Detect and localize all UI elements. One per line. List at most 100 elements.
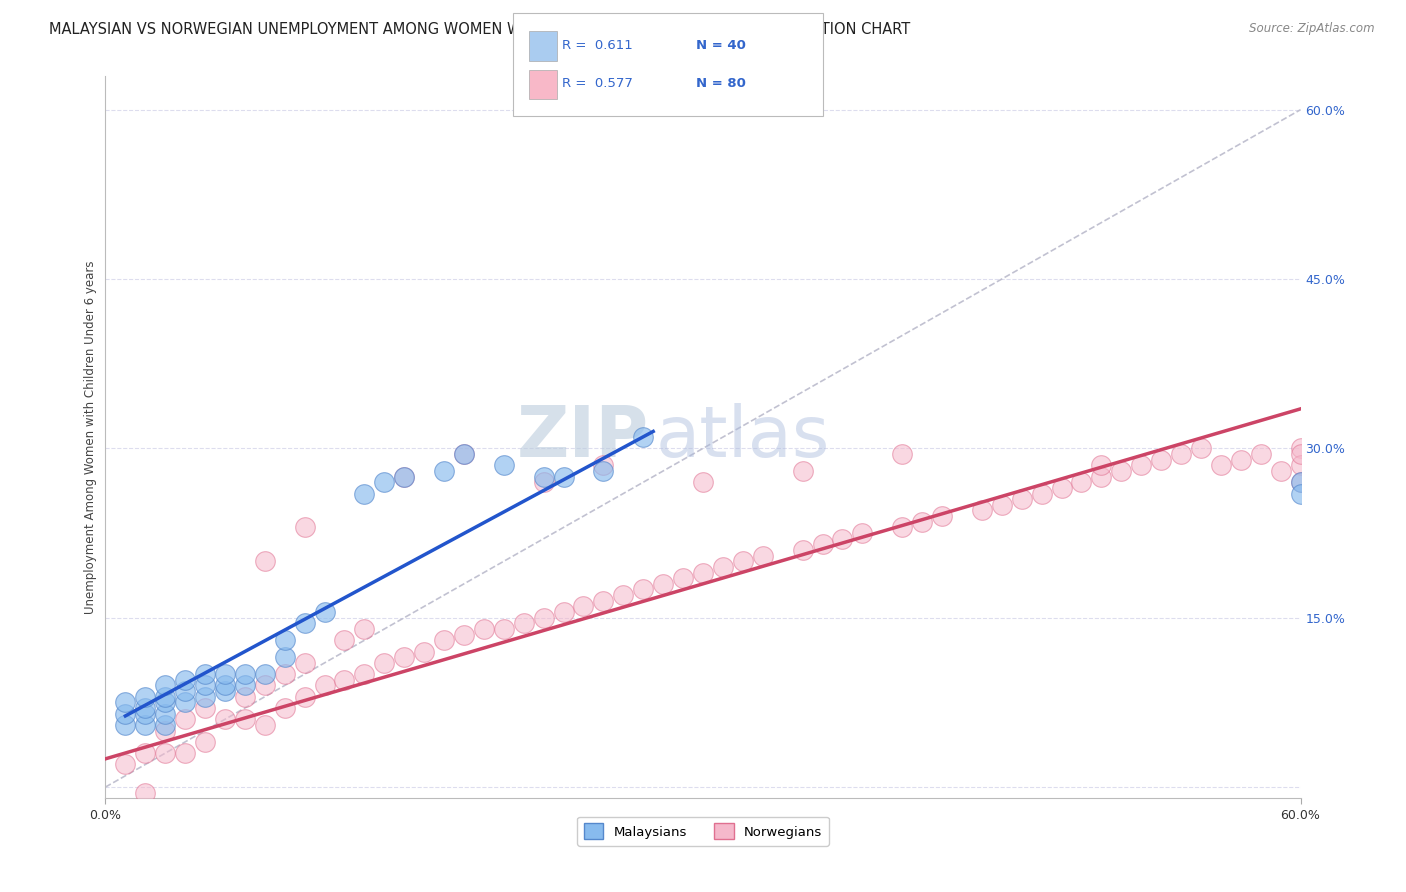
Point <box>114 718 136 732</box>
Point <box>392 650 416 665</box>
Point <box>533 610 555 624</box>
Point <box>294 520 316 534</box>
Point <box>294 616 316 631</box>
Text: R =  0.611: R = 0.611 <box>562 39 633 52</box>
Point <box>153 678 177 692</box>
Point <box>1289 486 1312 500</box>
Point <box>194 735 217 749</box>
Point <box>392 469 416 483</box>
Point <box>413 644 436 658</box>
Point <box>153 718 177 732</box>
Point <box>253 667 276 681</box>
Point <box>891 520 914 534</box>
Point <box>652 577 675 591</box>
Point <box>1090 469 1112 483</box>
Point <box>533 469 555 483</box>
Point <box>1289 442 1312 456</box>
Point <box>911 515 934 529</box>
Point <box>153 695 177 709</box>
Point <box>353 622 375 636</box>
Point <box>1070 475 1092 490</box>
Point <box>592 464 614 478</box>
Point <box>1209 458 1232 473</box>
Point <box>174 695 197 709</box>
Point <box>134 706 156 721</box>
Point <box>134 690 156 704</box>
Point <box>174 712 197 726</box>
Point <box>811 537 834 551</box>
Point <box>751 549 773 563</box>
Point <box>294 690 316 704</box>
Point <box>253 718 276 732</box>
Point <box>233 690 256 704</box>
Point <box>1150 452 1173 467</box>
Point <box>711 560 734 574</box>
Point <box>153 690 177 704</box>
Point <box>174 746 197 760</box>
Point <box>433 633 456 648</box>
Point <box>1289 458 1312 473</box>
Point <box>891 447 914 461</box>
Point <box>453 447 475 461</box>
Point <box>194 701 217 715</box>
Point <box>273 650 295 665</box>
Text: R =  0.577: R = 0.577 <box>562 78 633 90</box>
Point <box>294 656 316 670</box>
Point <box>214 684 236 698</box>
Text: atlas: atlas <box>655 402 830 472</box>
Text: MALAYSIAN VS NORWEGIAN UNEMPLOYMENT AMONG WOMEN WITH CHILDREN UNDER 6 YEARS CORR: MALAYSIAN VS NORWEGIAN UNEMPLOYMENT AMON… <box>49 22 911 37</box>
Point <box>612 588 634 602</box>
Point <box>453 447 475 461</box>
Point <box>970 503 993 517</box>
Text: N = 80: N = 80 <box>696 78 745 90</box>
Point <box>1050 481 1073 495</box>
Point <box>353 486 375 500</box>
Point <box>273 701 295 715</box>
Point <box>433 464 456 478</box>
Y-axis label: Unemployment Among Women with Children Under 6 years: Unemployment Among Women with Children U… <box>84 260 97 614</box>
Point <box>253 554 276 568</box>
Point <box>373 656 395 670</box>
Point <box>1250 447 1272 461</box>
Point <box>134 701 156 715</box>
Point <box>553 605 575 619</box>
Point <box>1189 442 1212 456</box>
Point <box>792 464 814 478</box>
Point <box>792 543 814 558</box>
Text: Source: ZipAtlas.com: Source: ZipAtlas.com <box>1250 22 1375 36</box>
Point <box>453 627 475 641</box>
Point <box>194 678 217 692</box>
Point <box>174 684 197 698</box>
Point <box>990 498 1012 512</box>
Point <box>1011 492 1033 507</box>
Point <box>214 678 236 692</box>
Point <box>831 532 853 546</box>
Point <box>1170 447 1192 461</box>
Point <box>273 667 295 681</box>
Point <box>194 667 217 681</box>
Point <box>333 633 356 648</box>
Point <box>153 746 177 760</box>
Point <box>233 667 256 681</box>
Point <box>633 430 655 444</box>
Point <box>931 509 953 524</box>
Point <box>153 706 177 721</box>
Point <box>851 526 873 541</box>
Point <box>333 673 356 687</box>
Point <box>373 475 395 490</box>
Point <box>513 616 536 631</box>
Point <box>492 622 515 636</box>
Point <box>1090 458 1112 473</box>
Point <box>392 469 416 483</box>
Point <box>553 469 575 483</box>
Point <box>233 678 256 692</box>
Point <box>233 712 256 726</box>
Point <box>1229 452 1251 467</box>
Text: N = 40: N = 40 <box>696 39 745 52</box>
Point <box>472 622 495 636</box>
Point <box>1289 475 1312 490</box>
Point <box>134 746 156 760</box>
Point <box>492 458 515 473</box>
Point <box>672 571 695 585</box>
Point <box>572 599 595 614</box>
